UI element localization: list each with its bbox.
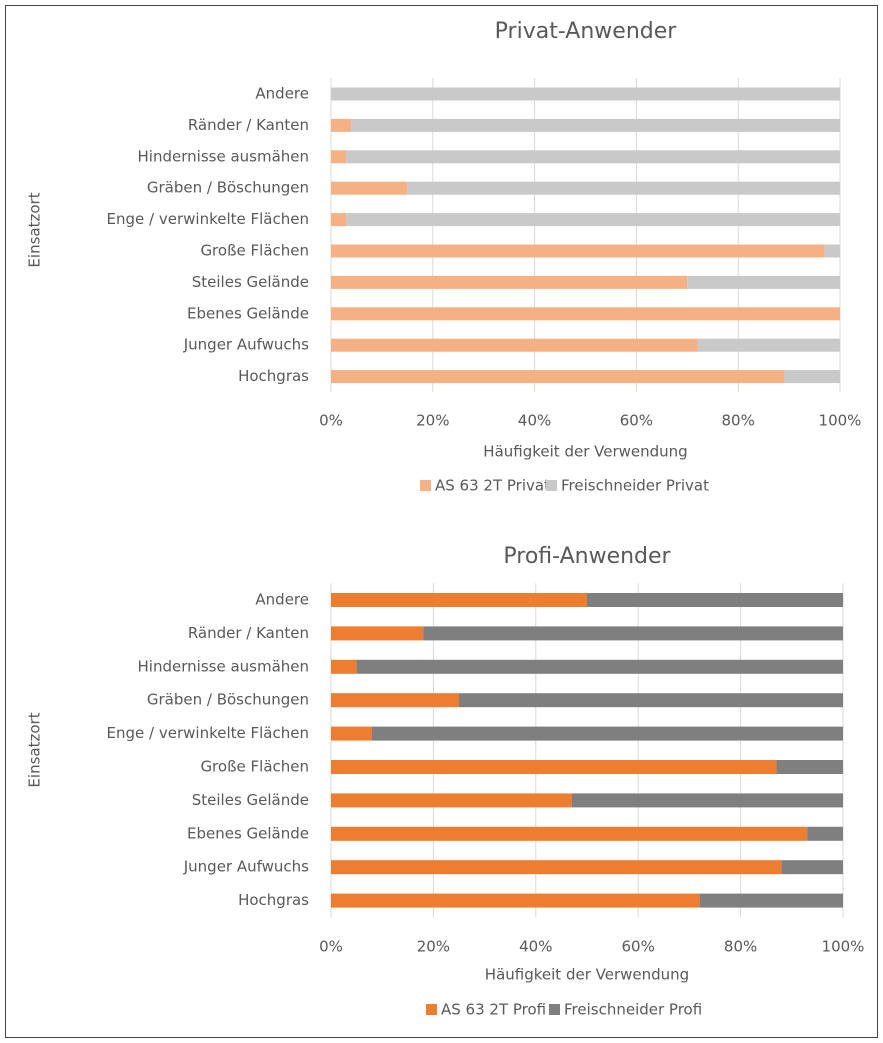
x-tick-label: 80%: [724, 938, 757, 956]
y-axis-title: Einsatzort: [26, 192, 44, 267]
chart-title: Profi-Anwender: [503, 544, 671, 569]
y-axis-title: Einsatzort: [26, 712, 44, 787]
y-tick-label: Ränder / Kanten: [188, 116, 309, 134]
bar-segment: [331, 826, 808, 841]
y-tick-label: Hochgras: [238, 891, 309, 909]
bar-segment: [687, 275, 840, 289]
x-axis-title: Häufigkeit der Verwendung: [485, 966, 689, 984]
x-tick-label: 0%: [319, 412, 343, 430]
bar-segment: [371, 726, 843, 741]
y-tick-label: Andere: [255, 591, 309, 609]
y-tick-label: Steiles Gelände: [192, 791, 309, 809]
bar-segment: [784, 370, 840, 384]
bar-segment: [331, 760, 777, 774]
bar-segment: [331, 659, 357, 674]
bar-segment: [807, 826, 843, 841]
x-tick-label: 0%: [319, 938, 343, 956]
y-tick-label: Gräben / Böschungen: [147, 691, 309, 709]
bar-segment: [781, 860, 843, 875]
bar-segment: [571, 793, 843, 808]
x-axis-title: Häufigkeit der Verwendung: [483, 443, 687, 461]
y-tick-label: Ebenes Gelände: [187, 824, 309, 842]
y-tick-label: Gräben / Böschungen: [147, 179, 309, 197]
y-tick-label: Ebenes Gelände: [187, 304, 309, 322]
y-tick-label: Enge / verwinkelte Flächen: [107, 210, 309, 228]
bar-segment: [331, 893, 700, 908]
x-tick-label: 100%: [819, 412, 862, 430]
bar-segment: [331, 307, 840, 321]
legend-swatch: [546, 480, 557, 491]
bar-segment: [351, 118, 840, 132]
bar-segment: [331, 150, 347, 164]
bar-segment: [697, 338, 840, 352]
chart-title: Privat-Anwender: [495, 19, 678, 44]
bar-segment: [824, 244, 840, 258]
x-tick-label: 40%: [518, 412, 551, 430]
legend-label: Freischneider Privat: [561, 477, 709, 495]
bar-segment: [331, 87, 840, 101]
bar-segment: [776, 760, 843, 774]
legend-label: Freischneider Profi: [564, 1001, 702, 1019]
bar-segment: [331, 593, 587, 607]
x-tick-label: 20%: [417, 938, 450, 956]
bar-segment: [459, 693, 843, 708]
x-tick-label: 100%: [822, 938, 865, 956]
bar-segment: [331, 338, 698, 352]
bar-segment: [331, 693, 459, 708]
legend-swatch: [549, 1004, 560, 1015]
y-tick-label: Hochgras: [238, 367, 309, 385]
bar-segment: [331, 726, 372, 741]
x-tick-label: 60%: [620, 412, 653, 430]
x-tick-label: 20%: [416, 412, 449, 430]
legend-swatch: [426, 1004, 437, 1015]
bar-segment: [331, 370, 785, 384]
bar-segment: [331, 275, 688, 289]
bar-segment: [407, 181, 840, 195]
legend-label: AS 63 2T Profi: [441, 1001, 546, 1019]
bar-segment: [331, 181, 408, 195]
y-tick-label: Andere: [255, 85, 309, 103]
bar-segment: [331, 793, 572, 808]
frame: [5, 5, 878, 1038]
y-tick-label: Große Flächen: [200, 758, 309, 776]
legend-swatch: [420, 480, 431, 491]
y-tick-label: Hindernisse ausmähen: [138, 147, 309, 165]
y-tick-label: Hindernisse ausmähen: [138, 657, 309, 675]
bar-segment: [331, 213, 347, 227]
x-tick-label: 40%: [519, 938, 552, 956]
legend-label: AS 63 2T Privat: [435, 477, 550, 495]
y-tick-label: Ränder / Kanten: [188, 624, 309, 642]
x-tick-label: 60%: [622, 938, 655, 956]
bar-segment: [699, 893, 843, 908]
bar-segment: [346, 150, 840, 164]
bar-segment: [587, 593, 843, 607]
x-tick-label: 80%: [722, 412, 755, 430]
y-tick-label: Enge / verwinkelte Flächen: [107, 724, 309, 742]
bar-segment: [331, 118, 352, 132]
bar-segment: [356, 659, 843, 674]
y-tick-label: Steiles Gelände: [192, 273, 309, 291]
bar-segment: [423, 626, 843, 641]
bar-segment: [331, 626, 424, 641]
bar-segment: [331, 860, 782, 875]
bar-segment: [331, 244, 825, 258]
bar-segment: [346, 213, 840, 227]
y-tick-label: Große Flächen: [200, 242, 309, 260]
y-tick-label: Junger Aufwuchs: [183, 336, 309, 354]
y-tick-label: Junger Aufwuchs: [183, 858, 309, 876]
